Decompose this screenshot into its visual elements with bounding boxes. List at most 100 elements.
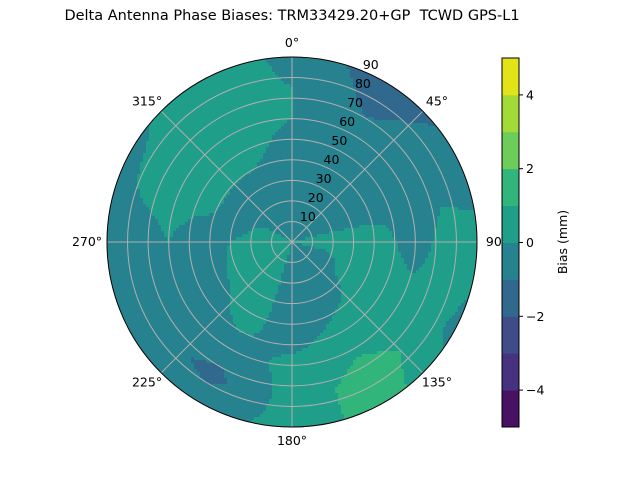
- contour-cell: [428, 171, 432, 175]
- contour-cell: [221, 174, 225, 178]
- contour-cell: [296, 180, 300, 184]
- contour-cell: [389, 111, 393, 115]
- contour-cell: [341, 81, 345, 85]
- contour-cell: [254, 81, 258, 85]
- contour-cell: [197, 144, 201, 148]
- contour-cell: [425, 126, 429, 130]
- contour-cell: [296, 135, 300, 139]
- contour-cell: [350, 147, 354, 151]
- contour-cell: [260, 72, 264, 76]
- contour-cell: [122, 174, 126, 178]
- contour-cell: [272, 195, 276, 199]
- contour-cell: [167, 159, 171, 163]
- contour-cell: [167, 189, 171, 193]
- contour-cell: [332, 120, 336, 124]
- contour-cell: [272, 102, 276, 106]
- contour-cell: [383, 210, 387, 214]
- contour-cell: [236, 135, 240, 139]
- contour-cell: [158, 153, 162, 157]
- contour-cell: [350, 81, 354, 85]
- contour-cell: [263, 135, 267, 139]
- contour-cell: [248, 96, 252, 100]
- contour-cell: [374, 198, 378, 202]
- contour-cell: [329, 156, 333, 160]
- contour-cell: [350, 195, 354, 199]
- contour-cell: [398, 210, 402, 214]
- contour-cell: [317, 126, 321, 130]
- contour-cell: [356, 180, 360, 184]
- contour-cell: [326, 78, 330, 82]
- contour-cell: [293, 84, 297, 88]
- contour-cell: [302, 141, 306, 145]
- contour-cell: [368, 108, 372, 112]
- contour-cell: [446, 192, 450, 196]
- contour-cell: [200, 99, 204, 103]
- contour-cell: [308, 81, 312, 85]
- contour-cell: [368, 201, 372, 205]
- contour-cell: [182, 93, 186, 97]
- contour-cell: [347, 102, 351, 106]
- contour-cell: [167, 144, 171, 148]
- contour-cell: [155, 171, 159, 175]
- contour-cell: [281, 96, 285, 100]
- contour-cell: [386, 84, 390, 88]
- contour-cell: [257, 159, 261, 163]
- contour-cell: [281, 69, 285, 73]
- contour-cell: [140, 189, 144, 193]
- contour-cell: [218, 138, 222, 142]
- contour-cell: [185, 90, 189, 94]
- contour-cell: [236, 189, 240, 193]
- contour-cell: [257, 153, 261, 157]
- contour-cell: [254, 90, 258, 94]
- contour-cell: [224, 81, 228, 85]
- contour-cell: [305, 201, 309, 205]
- contour-cell: [278, 132, 282, 136]
- contour-cell: [368, 117, 372, 121]
- contour-cell: [296, 210, 300, 214]
- contour-cell: [182, 87, 186, 91]
- contour-cell: [461, 210, 465, 214]
- contour-cell: [149, 174, 153, 178]
- contour-cell: [239, 168, 243, 172]
- contour-cell: [263, 198, 267, 202]
- contour-cell: [194, 90, 198, 94]
- contour-cell: [374, 189, 378, 193]
- contour-cell: [308, 69, 312, 73]
- contour-cell: [287, 60, 291, 64]
- contour-cell: [170, 108, 174, 112]
- contour-cell: [260, 129, 264, 133]
- contour-cell: [425, 171, 429, 175]
- contour-cell: [281, 57, 285, 61]
- contour-cell: [134, 210, 138, 214]
- contour-cell: [194, 96, 198, 100]
- contour-cell: [263, 144, 267, 148]
- contour-cell: [461, 174, 465, 178]
- contour-cell: [353, 144, 357, 148]
- contour-cell: [419, 189, 423, 193]
- contour-cell: [227, 183, 231, 187]
- contour-cell: [380, 132, 384, 136]
- contour-cell: [224, 153, 228, 157]
- contour-cell: [434, 207, 438, 211]
- contour-cell: [338, 84, 342, 88]
- contour-cell: [257, 132, 261, 136]
- contour-cell: [440, 201, 444, 205]
- contour-cell: [251, 186, 255, 190]
- contour-cell: [467, 204, 471, 208]
- contour-cell: [320, 105, 324, 109]
- contour-cell: [164, 108, 168, 112]
- contour-cell: [176, 213, 180, 217]
- contour-cell: [167, 168, 171, 172]
- contour-cell: [224, 96, 228, 100]
- contour-cell: [374, 174, 378, 178]
- contour-cell: [194, 183, 198, 187]
- contour-cell: [365, 159, 369, 163]
- contour-cell: [257, 78, 261, 82]
- contour-cell: [200, 159, 204, 163]
- contour-cell: [353, 135, 357, 139]
- contour-cell: [419, 171, 423, 175]
- contour-cell: [194, 150, 198, 154]
- contour-cell: [410, 111, 414, 115]
- contour-cell: [281, 63, 285, 67]
- contour-cell: [215, 96, 219, 100]
